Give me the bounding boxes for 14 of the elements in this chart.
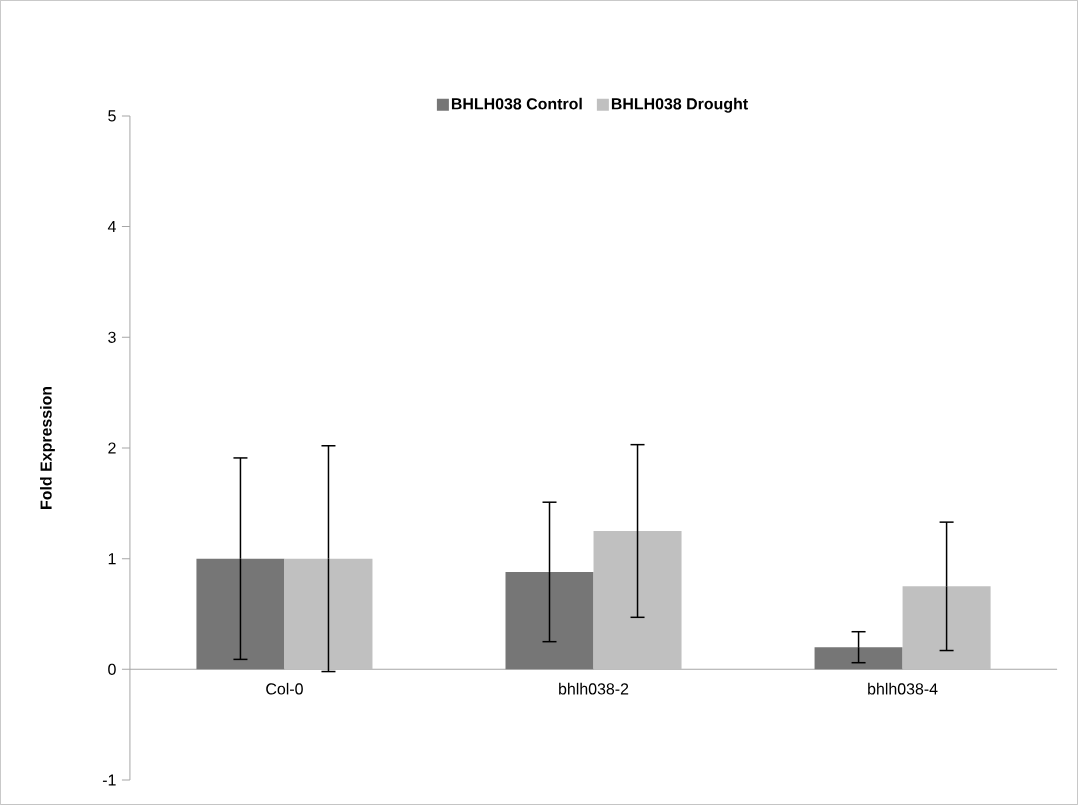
y-tick-label: 1 bbox=[108, 553, 116, 565]
x-tick-label: bhlh038-2 bbox=[559, 682, 629, 695]
y-tick-label: 0 bbox=[108, 663, 116, 676]
y-tick-label: -1 bbox=[102, 774, 116, 786]
y-axis-title: Fold Expression bbox=[40, 386, 55, 509]
x-tick-label: bhlh038-4 bbox=[868, 682, 938, 695]
bar bbox=[814, 647, 903, 670]
y-tick-label: 3 bbox=[108, 331, 116, 343]
x-tick-label: Col-0 bbox=[266, 682, 303, 695]
legend-label: BHLH038 Drought bbox=[611, 97, 748, 113]
y-tick-label: 2 bbox=[108, 442, 116, 454]
legend-label: BHLH038 Control bbox=[451, 97, 582, 110]
y-tick-label: 4 bbox=[107, 221, 116, 233]
y-tick-label: 5 bbox=[108, 110, 116, 122]
